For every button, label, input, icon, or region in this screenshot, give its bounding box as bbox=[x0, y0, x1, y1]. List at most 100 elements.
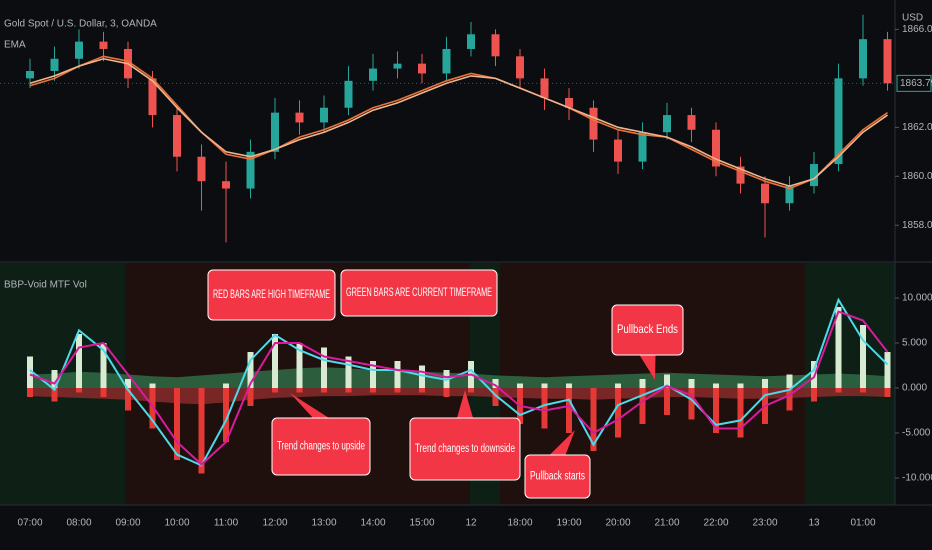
candle-body bbox=[467, 34, 475, 49]
indicator-tick-label: 0.000 bbox=[902, 383, 927, 394]
candle-body bbox=[687, 115, 696, 130]
volume-bar bbox=[737, 383, 744, 388]
volume-bar bbox=[541, 383, 548, 388]
annotation-text: Pullback Ends bbox=[617, 324, 678, 336]
indicator-tick-label: -5.000 bbox=[902, 428, 931, 439]
volume-bar bbox=[321, 388, 327, 393]
candle-body bbox=[883, 39, 892, 84]
volume-bar bbox=[27, 356, 33, 388]
annotation-pointer bbox=[549, 430, 575, 455]
candle-body bbox=[197, 156, 206, 182]
volume-bar bbox=[100, 388, 107, 397]
candle-body bbox=[736, 166, 745, 184]
volume-bar bbox=[590, 388, 597, 451]
volume-bar bbox=[51, 370, 58, 388]
volume-bar bbox=[223, 383, 229, 388]
candle-body bbox=[148, 78, 157, 116]
volume-bar bbox=[394, 388, 401, 393]
volume-bar bbox=[125, 388, 131, 411]
volume-bar bbox=[492, 388, 499, 406]
time-label: 01:00 bbox=[850, 518, 875, 529]
annotation-pointer bbox=[639, 355, 656, 380]
candle-body bbox=[810, 164, 818, 187]
candle-body bbox=[663, 115, 671, 133]
volume-bar bbox=[860, 388, 866, 393]
volume-bar bbox=[468, 388, 474, 393]
annotation-text: Trend changes to downside bbox=[415, 443, 515, 455]
volume-bar bbox=[811, 388, 817, 402]
volume-bar bbox=[786, 388, 793, 411]
volume-bar bbox=[835, 388, 842, 393]
candle-body bbox=[75, 41, 83, 59]
volume-bar bbox=[223, 388, 229, 442]
band-area bbox=[30, 367, 888, 388]
volume-bar bbox=[76, 388, 82, 393]
volume-bar bbox=[51, 388, 58, 402]
annotation-text: Pullback starts bbox=[530, 471, 585, 483]
time-label: 11:00 bbox=[214, 518, 239, 529]
volume-bar bbox=[615, 388, 621, 438]
price-tick-label: 1866.000 bbox=[902, 24, 932, 35]
annotation-box bbox=[611, 304, 684, 356]
time-label: 13 bbox=[808, 518, 820, 529]
candle-body bbox=[295, 112, 304, 123]
volume-bar bbox=[419, 388, 425, 393]
time-label: 13:00 bbox=[311, 518, 336, 529]
volume-bar bbox=[296, 388, 303, 393]
candle-body bbox=[99, 41, 108, 49]
time-label: 08:00 bbox=[66, 518, 91, 529]
volume-bar bbox=[688, 388, 695, 420]
ema-line bbox=[29, 57, 888, 187]
volume-bar bbox=[639, 379, 646, 388]
candle-body bbox=[589, 107, 598, 140]
annotation-text: Trend changes to upside bbox=[277, 441, 365, 453]
candle-body bbox=[418, 63, 426, 74]
indicator-tick-label: -10.000 bbox=[902, 473, 932, 484]
volume-bar bbox=[394, 361, 401, 388]
volume-bar bbox=[688, 379, 695, 388]
candle-body bbox=[344, 80, 353, 108]
candle-body bbox=[638, 132, 647, 162]
annotation-pointer bbox=[457, 390, 473, 418]
candle-body bbox=[540, 78, 549, 98]
time-label: 10:00 bbox=[164, 518, 189, 529]
volume-bar bbox=[884, 352, 891, 388]
volume-bar bbox=[100, 343, 107, 388]
candle-body bbox=[26, 71, 34, 79]
candle-body bbox=[859, 39, 867, 79]
annotation-text: RED BARS ARE HIGH TIMEFRAME bbox=[213, 289, 330, 301]
candle-body bbox=[712, 129, 720, 167]
volume-bar bbox=[76, 334, 82, 388]
volume-bar bbox=[247, 388, 254, 406]
time-label: 12 bbox=[465, 518, 477, 529]
volume-bar bbox=[174, 388, 180, 460]
annotation-box bbox=[409, 417, 521, 481]
ema-line bbox=[29, 55, 888, 190]
candle-body bbox=[834, 78, 843, 165]
volume-bar bbox=[713, 383, 719, 388]
candle-body bbox=[785, 186, 794, 204]
volume-bar bbox=[737, 388, 744, 438]
indicator-tick-label: 10.000 bbox=[902, 293, 932, 304]
volume-bar bbox=[149, 388, 156, 429]
volume-bar bbox=[541, 388, 548, 429]
annotation-box bbox=[524, 454, 591, 499]
volume-bar bbox=[443, 388, 450, 397]
time-label: 12:00 bbox=[262, 518, 287, 529]
annotation-box bbox=[340, 269, 498, 317]
volume-bar bbox=[786, 374, 793, 388]
volume-bar bbox=[247, 352, 254, 388]
time-label: 23:00 bbox=[752, 518, 777, 529]
candle-body bbox=[369, 68, 377, 81]
indicator-title: BBP-Void MTF Vol bbox=[4, 280, 87, 291]
volume-bar bbox=[370, 361, 376, 388]
volume-bar bbox=[345, 388, 352, 393]
volume-bar bbox=[370, 388, 376, 393]
last-price-box bbox=[896, 74, 932, 92]
volume-bar bbox=[419, 365, 425, 388]
volume-bar bbox=[639, 388, 646, 424]
volume-bar bbox=[125, 379, 131, 388]
candle-body bbox=[565, 97, 573, 108]
volume-bar bbox=[517, 383, 523, 388]
